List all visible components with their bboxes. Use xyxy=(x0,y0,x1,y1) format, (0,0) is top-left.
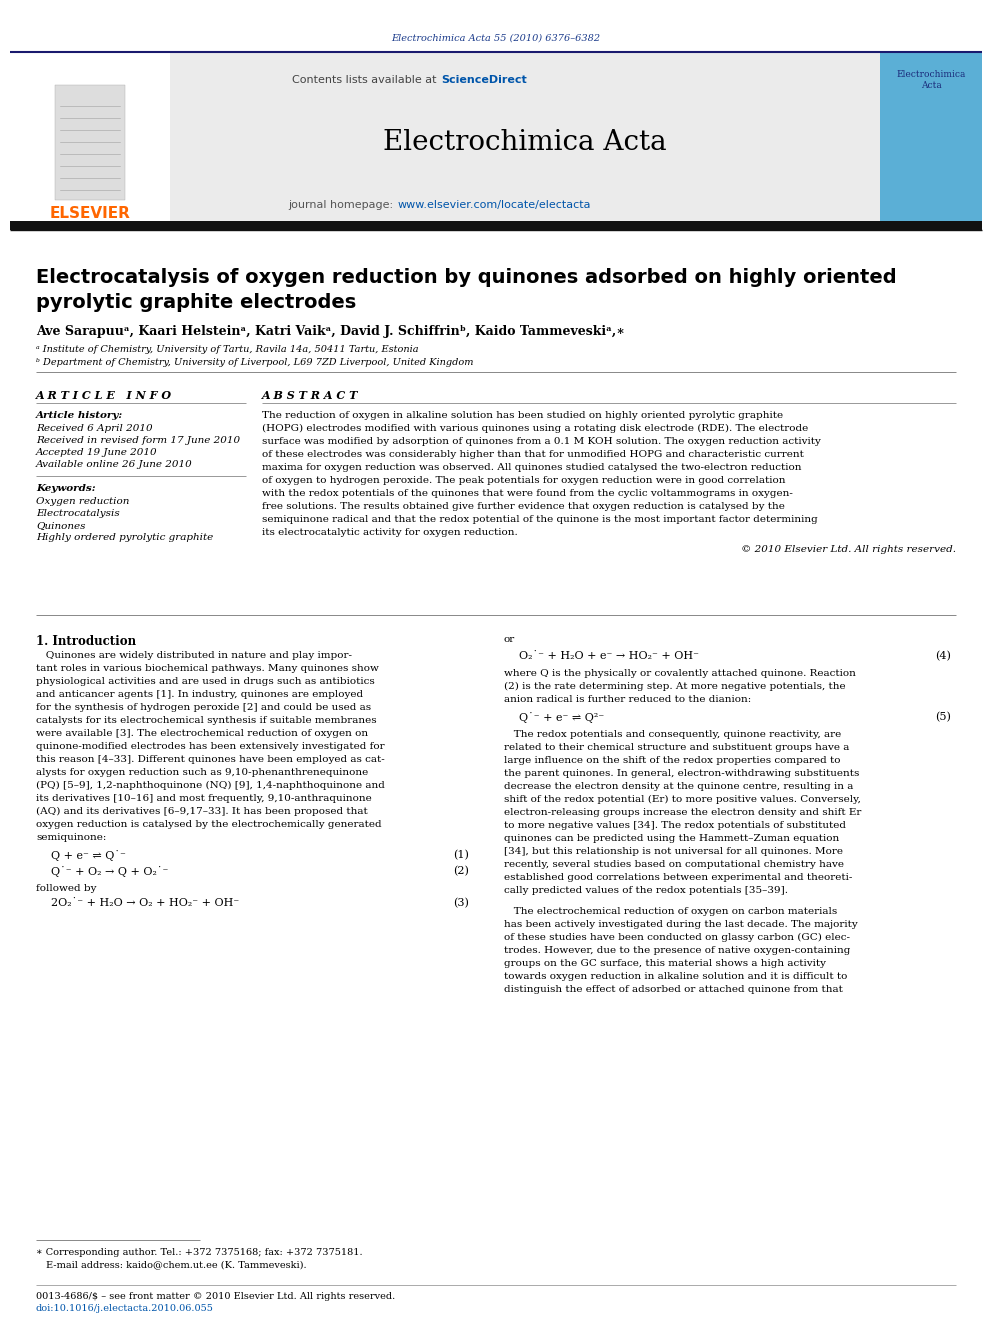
Text: Electrocatalysis of oxygen reduction by quinones adsorbed on highly oriented: Electrocatalysis of oxygen reduction by … xyxy=(36,269,897,287)
Text: (1): (1) xyxy=(453,849,469,860)
Text: Q + e⁻ ⇌ Q˙⁻: Q + e⁻ ⇌ Q˙⁻ xyxy=(51,849,126,861)
Text: ᵇ Department of Chemistry, University of Liverpool, L69 7ZD Liverpool, United Ki: ᵇ Department of Chemistry, University of… xyxy=(36,359,473,366)
Text: physiological activities and are used in drugs such as antibiotics: physiological activities and are used in… xyxy=(36,677,375,687)
Text: The electrochemical reduction of oxygen on carbon materials: The electrochemical reduction of oxygen … xyxy=(504,908,837,916)
Text: shift of the redox potential (Er) to more positive values. Conversely,: shift of the redox potential (Er) to mor… xyxy=(504,795,861,804)
Text: free solutions. The results obtained give further evidence that oxygen reduction: free solutions. The results obtained giv… xyxy=(262,501,785,511)
Text: Accepted 19 June 2010: Accepted 19 June 2010 xyxy=(36,448,158,456)
Text: cally predicted values of the redox potentials [35–39].: cally predicted values of the redox pote… xyxy=(504,886,788,894)
Text: Contents lists available at: Contents lists available at xyxy=(292,75,440,85)
Text: Electrocatalysis: Electrocatalysis xyxy=(36,509,120,519)
Bar xyxy=(10,52,170,222)
Text: of oxygen to hydrogen peroxide. The peak potentials for oxygen reduction were in: of oxygen to hydrogen peroxide. The peak… xyxy=(262,476,786,486)
Bar xyxy=(10,221,982,230)
Bar xyxy=(880,52,982,222)
Text: Keywords:: Keywords: xyxy=(36,484,95,493)
Text: established good correlations between experimental and theoreti-: established good correlations between ex… xyxy=(504,873,852,882)
Text: (HOPG) electrodes modified with various quinones using a rotating disk electrode: (HOPG) electrodes modified with various … xyxy=(262,423,808,433)
Text: of these electrodes was considerably higher than that for unmodified HOPG and ch: of these electrodes was considerably hig… xyxy=(262,450,804,459)
Text: or: or xyxy=(504,635,515,644)
Text: trodes. However, due to the presence of native oxygen-containing: trodes. However, due to the presence of … xyxy=(504,946,850,955)
Text: Q˙⁻ + O₂ → Q + O₂˙⁻: Q˙⁻ + O₂ → Q + O₂˙⁻ xyxy=(51,867,169,877)
Text: Ave Sarapuuᵃ, Kaari Helsteinᵃ, Katri Vaikᵃ, David J. Schiffrinᵇ, Kaido Tammevesk: Ave Sarapuuᵃ, Kaari Helsteinᵃ, Katri Vai… xyxy=(36,325,625,337)
Bar xyxy=(170,52,880,222)
Text: this reason [4–33]. Different quinones have been employed as cat-: this reason [4–33]. Different quinones h… xyxy=(36,755,385,763)
Text: semiquinone radical and that the redox potential of the quinone is the most impo: semiquinone radical and that the redox p… xyxy=(262,515,817,524)
Text: oxygen reduction is catalysed by the electrochemically generated: oxygen reduction is catalysed by the ele… xyxy=(36,820,382,830)
Text: to more negative values [34]. The redox potentials of substituted: to more negative values [34]. The redox … xyxy=(504,822,846,830)
Text: A R T I C L E   I N F O: A R T I C L E I N F O xyxy=(36,390,173,401)
Text: maxima for oxygen reduction was observed. All quinones studied catalysed the two: maxima for oxygen reduction was observed… xyxy=(262,463,802,472)
Text: where Q is the physically or covalently attached quinone. Reaction: where Q is the physically or covalently … xyxy=(504,669,856,677)
Text: Available online 26 June 2010: Available online 26 June 2010 xyxy=(36,460,192,468)
Text: distinguish the effect of adsorbed or attached quinone from that: distinguish the effect of adsorbed or at… xyxy=(504,986,843,994)
Text: www.elsevier.com/locate/electacta: www.elsevier.com/locate/electacta xyxy=(398,200,591,210)
Text: of these studies have been conducted on glassy carbon (GC) elec-: of these studies have been conducted on … xyxy=(504,933,850,942)
Text: Electrochimica Acta: Electrochimica Acta xyxy=(383,130,667,156)
Text: © 2010 Elsevier Ltd. All rights reserved.: © 2010 Elsevier Ltd. All rights reserved… xyxy=(741,545,956,554)
Text: (2): (2) xyxy=(453,867,469,876)
Text: E-mail address: kaido@chem.ut.ee (K. Tammeveski).: E-mail address: kaido@chem.ut.ee (K. Tam… xyxy=(46,1259,307,1269)
Text: and anticancer agents [1]. In industry, quinones are employed: and anticancer agents [1]. In industry, … xyxy=(36,691,363,699)
Text: electron-releasing groups increase the electron density and shift Er: electron-releasing groups increase the e… xyxy=(504,808,861,818)
Text: (3): (3) xyxy=(453,898,469,909)
Text: recently, several studies based on computational chemistry have: recently, several studies based on compu… xyxy=(504,860,844,869)
Text: for the synthesis of hydrogen peroxide [2] and could be used as: for the synthesis of hydrogen peroxide [… xyxy=(36,703,371,712)
Text: journal homepage:: journal homepage: xyxy=(289,200,397,210)
Text: 0013-4686/$ – see front matter © 2010 Elsevier Ltd. All rights reserved.: 0013-4686/$ – see front matter © 2010 El… xyxy=(36,1293,395,1301)
Text: pyrolytic graphite electrodes: pyrolytic graphite electrodes xyxy=(36,292,356,312)
Text: Quinones: Quinones xyxy=(36,521,85,531)
Text: related to their chemical structure and substituent groups have a: related to their chemical structure and … xyxy=(504,744,849,751)
Text: (4): (4) xyxy=(935,651,951,662)
Text: The redox potentials and consequently, quinone reactivity, are: The redox potentials and consequently, q… xyxy=(504,730,841,740)
Text: followed by: followed by xyxy=(36,884,96,893)
Text: Article history:: Article history: xyxy=(36,411,123,419)
Text: catalysts for its electrochemical synthesis if suitable membranes: catalysts for its electrochemical synthe… xyxy=(36,716,377,725)
Text: 1. Introduction: 1. Introduction xyxy=(36,635,136,648)
Text: large influence on the shift of the redox properties compared to: large influence on the shift of the redo… xyxy=(504,755,840,765)
Text: quinones can be predicted using the Hammett–Zuman equation: quinones can be predicted using the Hamm… xyxy=(504,833,839,843)
Text: towards oxygen reduction in alkaline solution and it is difficult to: towards oxygen reduction in alkaline sol… xyxy=(504,972,847,980)
Text: ᵃ Institute of Chemistry, University of Tartu, Ravila 14a, 50411 Tartu, Estonia: ᵃ Institute of Chemistry, University of … xyxy=(36,345,419,355)
Text: Quinones are widely distributed in nature and play impor-: Quinones are widely distributed in natur… xyxy=(36,651,352,660)
Text: Received in revised form 17 June 2010: Received in revised form 17 June 2010 xyxy=(36,437,240,445)
Text: were available [3]. The electrochemical reduction of oxygen on: were available [3]. The electrochemical … xyxy=(36,729,368,738)
Text: ELSEVIER: ELSEVIER xyxy=(50,205,130,221)
Text: (PQ) [5–9], 1,2-naphthoquinone (NQ) [9], 1,4-naphthoquinone and: (PQ) [5–9], 1,2-naphthoquinone (NQ) [9],… xyxy=(36,781,385,790)
Text: semiquinone:: semiquinone: xyxy=(36,833,106,841)
Text: The reduction of oxygen in alkaline solution has been studied on highly oriented: The reduction of oxygen in alkaline solu… xyxy=(262,411,783,419)
Text: ScienceDirect: ScienceDirect xyxy=(441,75,527,85)
Text: its derivatives [10–16] and most frequently, 9,10-anthraquinone: its derivatives [10–16] and most frequen… xyxy=(36,794,372,803)
Text: tant roles in various biochemical pathways. Many quinones show: tant roles in various biochemical pathwa… xyxy=(36,664,379,673)
Text: anion radical is further reduced to the dianion:: anion radical is further reduced to the … xyxy=(504,695,751,704)
Text: ∗ Corresponding author. Tel.: +372 7375168; fax: +372 7375181.: ∗ Corresponding author. Tel.: +372 73751… xyxy=(36,1248,363,1257)
Text: surface was modified by adsorption of quinones from a 0.1 M KOH solution. The ox: surface was modified by adsorption of qu… xyxy=(262,437,820,446)
Text: its electrocatalytic activity for oxygen reduction.: its electrocatalytic activity for oxygen… xyxy=(262,528,518,537)
Text: has been actively investigated during the last decade. The majority: has been actively investigated during th… xyxy=(504,919,858,929)
Text: groups on the GC surface, this material shows a high activity: groups on the GC surface, this material … xyxy=(504,959,826,968)
Text: [34], but this relationship is not universal for all quinones. More: [34], but this relationship is not unive… xyxy=(504,847,843,856)
Text: with the redox potentials of the quinones that were found from the cyclic voltam: with the redox potentials of the quinone… xyxy=(262,490,793,497)
Text: Q˙⁻ + e⁻ ⇌ Q²⁻: Q˙⁻ + e⁻ ⇌ Q²⁻ xyxy=(519,712,604,724)
Text: 2O₂˙⁻ + H₂O → O₂ + HO₂⁻ + OH⁻: 2O₂˙⁻ + H₂O → O₂ + HO₂⁻ + OH⁻ xyxy=(51,898,239,908)
Text: A B S T R A C T: A B S T R A C T xyxy=(262,390,358,401)
Text: decrease the electron density at the quinone centre, resulting in a: decrease the electron density at the qui… xyxy=(504,782,853,791)
Text: Electrochimica
Acta: Electrochimica Acta xyxy=(897,70,965,90)
Text: Electrochimica Acta 55 (2010) 6376–6382: Electrochimica Acta 55 (2010) 6376–6382 xyxy=(392,33,600,42)
Text: (2) is the rate determining step. At more negative potentials, the: (2) is the rate determining step. At mor… xyxy=(504,681,845,691)
Text: alysts for oxygen reduction such as 9,10-phenanthrenequinone: alysts for oxygen reduction such as 9,10… xyxy=(36,767,368,777)
Text: Highly ordered pyrolytic graphite: Highly ordered pyrolytic graphite xyxy=(36,533,213,542)
Text: (5): (5) xyxy=(935,712,951,722)
Text: the parent quinones. In general, electron-withdrawing substituents: the parent quinones. In general, electro… xyxy=(504,769,859,778)
Text: quinone-modified electrodes has been extensively investigated for: quinone-modified electrodes has been ext… xyxy=(36,742,385,751)
Text: Oxygen reduction: Oxygen reduction xyxy=(36,497,129,505)
Text: Received 6 April 2010: Received 6 April 2010 xyxy=(36,423,153,433)
Text: doi:10.1016/j.electacta.2010.06.055: doi:10.1016/j.electacta.2010.06.055 xyxy=(36,1304,214,1312)
Bar xyxy=(55,85,125,200)
Text: (AQ) and its derivatives [6–9,17–33]. It has been proposed that: (AQ) and its derivatives [6–9,17–33]. It… xyxy=(36,807,368,816)
Text: O₂˙⁻ + H₂O + e⁻ → HO₂⁻ + OH⁻: O₂˙⁻ + H₂O + e⁻ → HO₂⁻ + OH⁻ xyxy=(519,651,699,662)
